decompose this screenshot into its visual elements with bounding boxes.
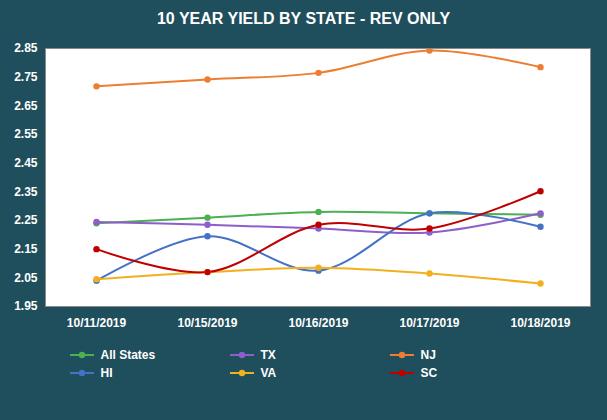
svg-text:2.15: 2.15 xyxy=(14,242,38,256)
html-text:10 YEAR YIELD BY STATE - REV O: 10 YEAR YIELD BY STATE - REV ONLY xyxy=(156,10,451,27)
svg-text:10/17/2019: 10/17/2019 xyxy=(399,316,459,330)
svg-text:10/16/2019: 10/16/2019 xyxy=(288,316,348,330)
svg-text:2.75: 2.75 xyxy=(14,70,38,84)
svg-text:2.65: 2.65 xyxy=(14,99,38,113)
html-text:TX: TX xyxy=(260,348,276,362)
svg-text:10/15/2019: 10/15/2019 xyxy=(177,316,237,330)
svg-text:2.35: 2.35 xyxy=(14,185,38,199)
svg-text:2.55: 2.55 xyxy=(14,127,38,141)
html-text:NJ: NJ xyxy=(420,348,436,362)
svg-text:1.95: 1.95 xyxy=(14,299,38,313)
svg-text:2.05: 2.05 xyxy=(14,271,38,285)
html-text:HI: HI xyxy=(100,366,113,380)
svg-text:2.45: 2.45 xyxy=(14,156,38,170)
svg-text:10/11/2019: 10/11/2019 xyxy=(67,316,127,330)
html-text:All States: All States xyxy=(100,348,156,362)
html-text:VA: VA xyxy=(260,366,277,380)
svg-text:2.85: 2.85 xyxy=(14,41,38,55)
html-text:SC: SC xyxy=(420,366,438,380)
svg-text:2.25: 2.25 xyxy=(14,213,38,227)
svg-text:10/18/2019: 10/18/2019 xyxy=(510,316,570,330)
